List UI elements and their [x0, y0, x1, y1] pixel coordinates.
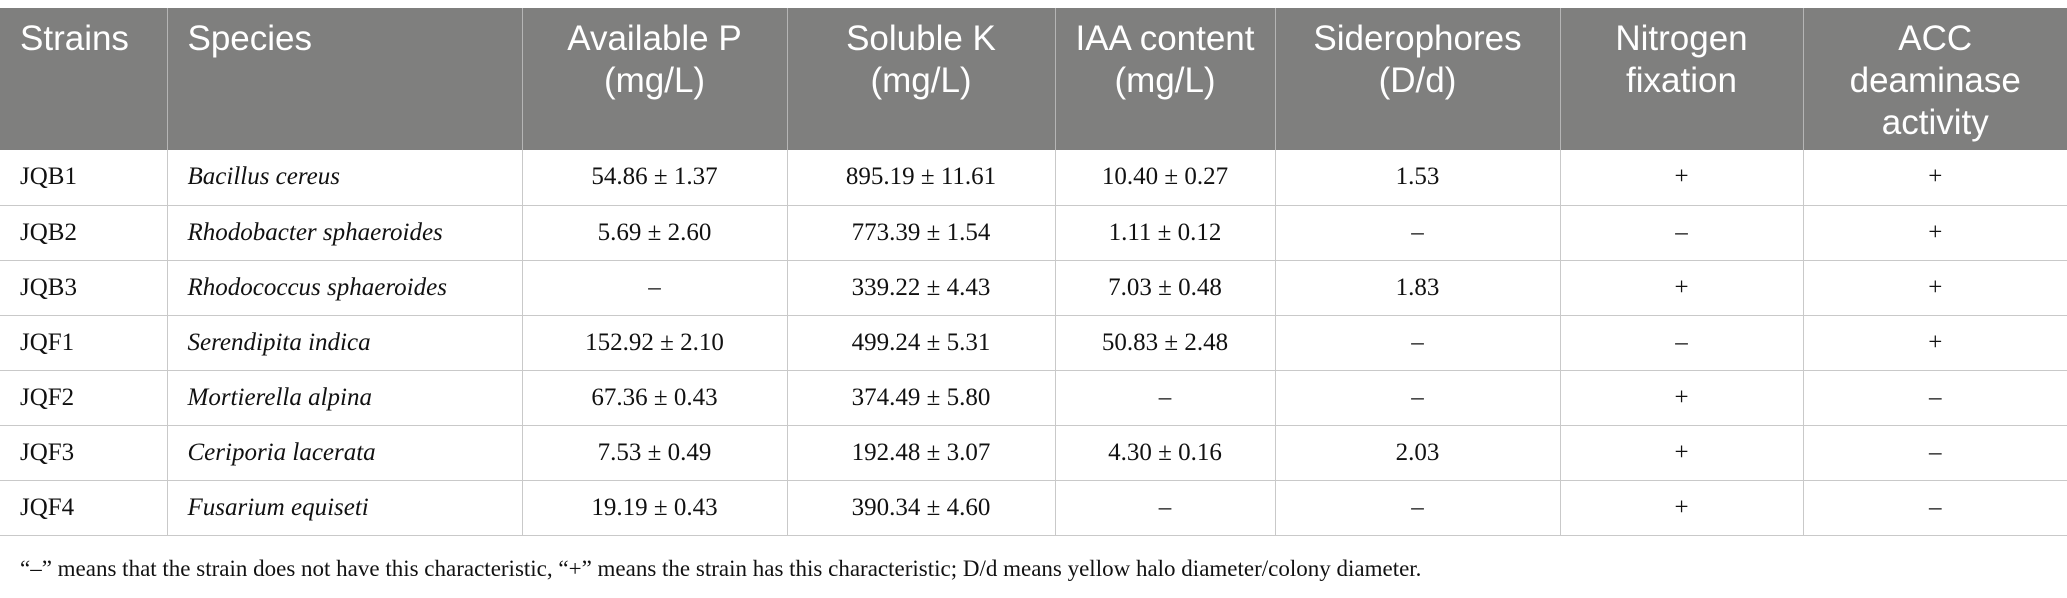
- cell-acc-deaminase: –: [1803, 370, 2067, 426]
- cell-nitrogen-fixation: +: [1560, 480, 1804, 536]
- table-row: JQF2 Mortierella alpina 67.36 ± 0.43 374…: [0, 370, 2067, 426]
- strain-characteristics-table: Strains Species Available P (mg/L) Solub…: [0, 8, 2067, 536]
- header-iaa-content: IAA content (mg/L): [1055, 8, 1276, 150]
- cell-soluble-k: 390.34 ± 4.60: [787, 480, 1056, 536]
- cell-nitrogen-fixation: +: [1560, 260, 1804, 316]
- cell-soluble-k: 499.24 ± 5.31: [787, 315, 1056, 371]
- cell-acc-deaminase: +: [1803, 150, 2067, 206]
- cell-iaa-content: 4.30 ± 0.16: [1055, 425, 1276, 481]
- cell-available-p: 19.19 ± 0.43: [522, 480, 788, 536]
- cell-soluble-k: 773.39 ± 1.54: [787, 205, 1056, 261]
- header-soluble-k: Soluble K (mg/L): [787, 8, 1056, 150]
- header-siderophores: Siderophores (D/d): [1275, 8, 1561, 150]
- cell-siderophores: –: [1275, 205, 1561, 261]
- table-row: JQB3 Rhodococcus sphaeroides – 339.22 ± …: [0, 260, 2067, 316]
- cell-available-p: 5.69 ± 2.60: [522, 205, 788, 261]
- cell-siderophores: –: [1275, 480, 1561, 536]
- data-table-container: Strains Species Available P (mg/L) Solub…: [0, 8, 2067, 536]
- cell-iaa-content: –: [1055, 370, 1276, 426]
- cell-siderophores: 2.03: [1275, 425, 1561, 481]
- cell-species: Fusarium equiseti: [167, 480, 523, 536]
- cell-species: Mortierella alpina: [167, 370, 523, 426]
- cell-siderophores: –: [1275, 315, 1561, 371]
- cell-soluble-k: 339.22 ± 4.43: [787, 260, 1056, 316]
- cell-available-p: 7.53 ± 0.49: [522, 425, 788, 481]
- cell-species: Rhodobacter sphaeroides: [167, 205, 523, 261]
- cell-iaa-content: 10.40 ± 0.27: [1055, 150, 1276, 206]
- cell-available-p: –: [522, 260, 788, 316]
- cell-species: Rhodococcus sphaeroides: [167, 260, 523, 316]
- cell-iaa-content: –: [1055, 480, 1276, 536]
- cell-soluble-k: 895.19 ± 11.61: [787, 150, 1056, 206]
- table-row: JQB2 Rhodobacter sphaeroides 5.69 ± 2.60…: [0, 205, 2067, 261]
- header-species: Species: [167, 8, 523, 150]
- cell-species: Bacillus cereus: [167, 150, 523, 206]
- cell-siderophores: 1.53: [1275, 150, 1561, 206]
- cell-strain: JQF3: [0, 425, 168, 481]
- header-available-p: Available P (mg/L): [522, 8, 788, 150]
- header-acc-deaminase: ACC deaminase activity: [1803, 8, 2067, 150]
- cell-acc-deaminase: –: [1803, 480, 2067, 536]
- cell-strain: JQB1: [0, 150, 168, 206]
- cell-iaa-content: 50.83 ± 2.48: [1055, 315, 1276, 371]
- cell-strain: JQF4: [0, 480, 168, 536]
- cell-strain: JQF1: [0, 315, 168, 371]
- cell-iaa-content: 7.03 ± 0.48: [1055, 260, 1276, 316]
- cell-species: Serendipita indica: [167, 315, 523, 371]
- cell-nitrogen-fixation: –: [1560, 315, 1804, 371]
- cell-nitrogen-fixation: +: [1560, 150, 1804, 206]
- table-row: JQB1 Bacillus cereus 54.86 ± 1.37 895.19…: [0, 150, 2067, 206]
- header-row: Strains Species Available P (mg/L) Solub…: [0, 8, 2067, 150]
- table-row: JQF4 Fusarium equiseti 19.19 ± 0.43 390.…: [0, 480, 2067, 536]
- header-nitrogen-fixation: Nitrogen fixation: [1560, 8, 1804, 150]
- cell-strain: JQB3: [0, 260, 168, 316]
- cell-acc-deaminase: +: [1803, 260, 2067, 316]
- cell-siderophores: 1.83: [1275, 260, 1561, 316]
- cell-iaa-content: 1.11 ± 0.12: [1055, 205, 1276, 261]
- cell-nitrogen-fixation: +: [1560, 425, 1804, 481]
- table-footnote: “–” means that the strain does not have …: [20, 556, 1422, 581]
- cell-available-p: 67.36 ± 0.43: [522, 370, 788, 426]
- header-strains: Strains: [0, 8, 168, 150]
- cell-acc-deaminase: +: [1803, 315, 2067, 371]
- cell-acc-deaminase: –: [1803, 425, 2067, 481]
- cell-strain: JQB2: [0, 205, 168, 261]
- cell-acc-deaminase: +: [1803, 205, 2067, 261]
- cell-nitrogen-fixation: –: [1560, 205, 1804, 261]
- cell-available-p: 152.92 ± 2.10: [522, 315, 788, 371]
- cell-nitrogen-fixation: +: [1560, 370, 1804, 426]
- table-row: JQF3 Ceriporia lacerata 7.53 ± 0.49 192.…: [0, 425, 2067, 481]
- cell-soluble-k: 374.49 ± 5.80: [787, 370, 1056, 426]
- table-row: JQF1 Serendipita indica 152.92 ± 2.10 49…: [0, 315, 2067, 371]
- cell-soluble-k: 192.48 ± 3.07: [787, 425, 1056, 481]
- cell-siderophores: –: [1275, 370, 1561, 426]
- cell-strain: JQF2: [0, 370, 168, 426]
- cell-species: Ceriporia lacerata: [167, 425, 523, 481]
- cell-available-p: 54.86 ± 1.37: [522, 150, 788, 206]
